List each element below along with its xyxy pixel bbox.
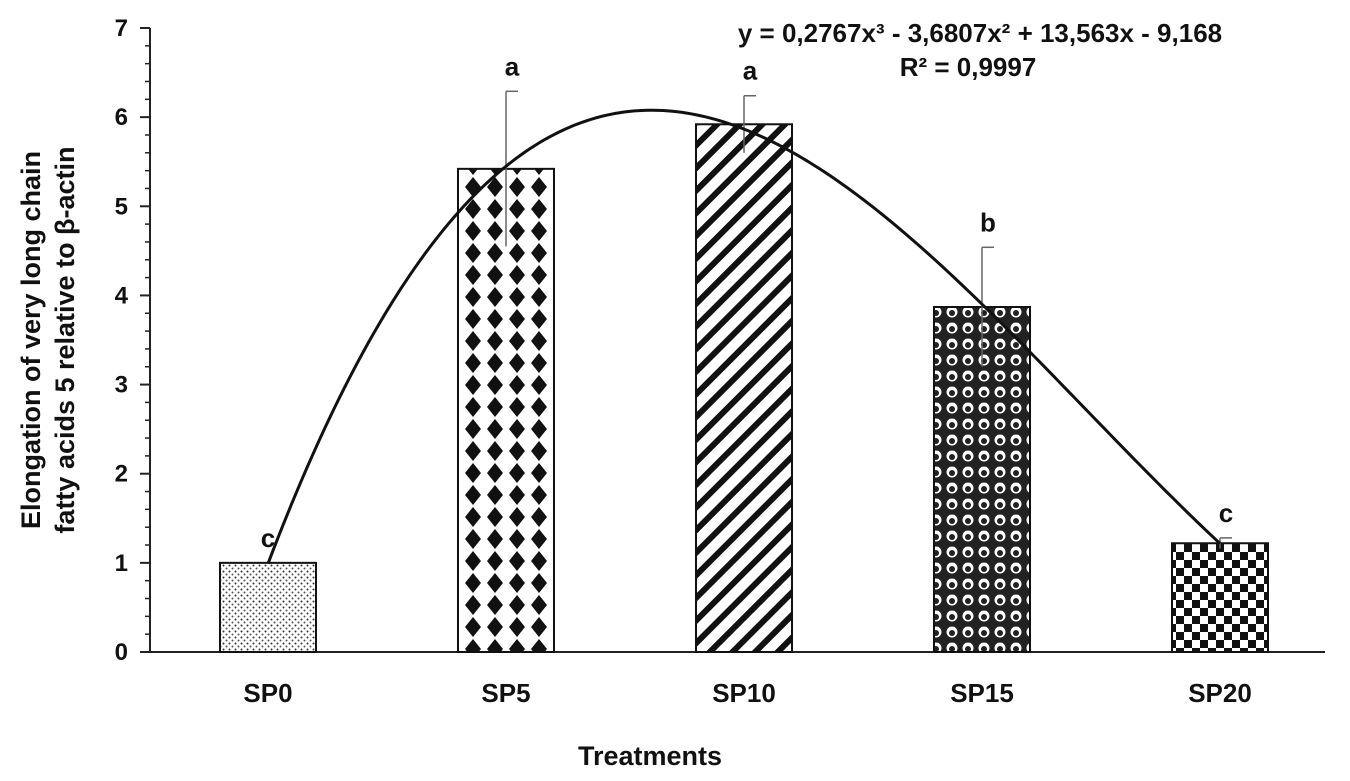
significance-label: c [261,523,275,553]
y-tick-label: 2 [115,461,128,488]
trendline-layer [266,108,1222,565]
error-bars [505,90,1232,549]
trendline [266,108,1222,565]
y-axis-title-line-2: fatty acids 5 relative to β-actin [50,146,80,533]
x-axis-title: Treatments [578,741,722,771]
significance-label: b [980,207,996,237]
bar-sp0 [219,561,317,653]
category-labels: SP0 SP5 SP10 SP15 SP20 [243,678,1251,708]
y-tick-label: 7 [115,15,128,42]
significance-label: a [505,51,520,81]
x-tick-label: SP5 [481,678,530,708]
y-tick-label: 3 [115,372,128,399]
trendline-equation: y = 0,2767x³ - 3,6807x² + 13,563x - 9,16… [738,18,1222,48]
significance-labels: c a a b c [261,51,1233,553]
bars [219,123,1269,654]
significance-label: a [743,56,758,86]
y-tick-label: 1 [115,550,128,577]
bar-sp10 [695,123,793,653]
significance-label: c [1219,498,1233,528]
x-tick-label: SP15 [950,678,1014,708]
y-tick-label: 5 [115,193,128,220]
x-tick-label: SP0 [243,678,292,708]
y-tick-label: 0 [115,639,128,666]
y-tick-label: 4 [115,282,129,309]
x-tick-label: SP20 [1188,678,1252,708]
y-axis-title-line-1: Elongation of very long chain [16,151,46,529]
y-axis-ticks: 0 1 2 3 4 5 6 7 [115,15,150,666]
x-tick-label: SP10 [712,678,776,708]
y-tick-label: 6 [115,104,128,131]
bar-sp20 [1171,542,1269,654]
bar-sp5 [457,167,555,654]
trendline-r-squared: R² = 0,9997 [900,52,1037,82]
